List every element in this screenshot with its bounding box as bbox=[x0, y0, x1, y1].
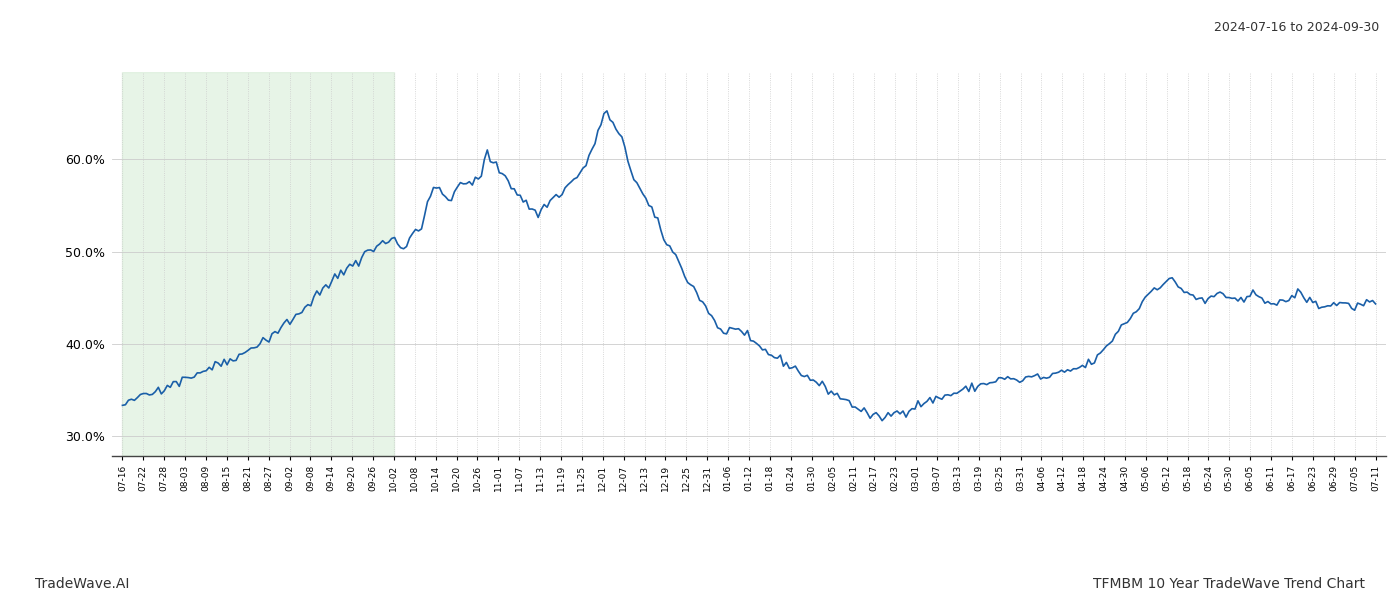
Text: 2024-07-16 to 2024-09-30: 2024-07-16 to 2024-09-30 bbox=[1214, 21, 1379, 34]
Text: TradeWave.AI: TradeWave.AI bbox=[35, 577, 129, 591]
Bar bbox=[122, 72, 393, 456]
Text: TFMBM 10 Year TradeWave Trend Chart: TFMBM 10 Year TradeWave Trend Chart bbox=[1093, 577, 1365, 591]
